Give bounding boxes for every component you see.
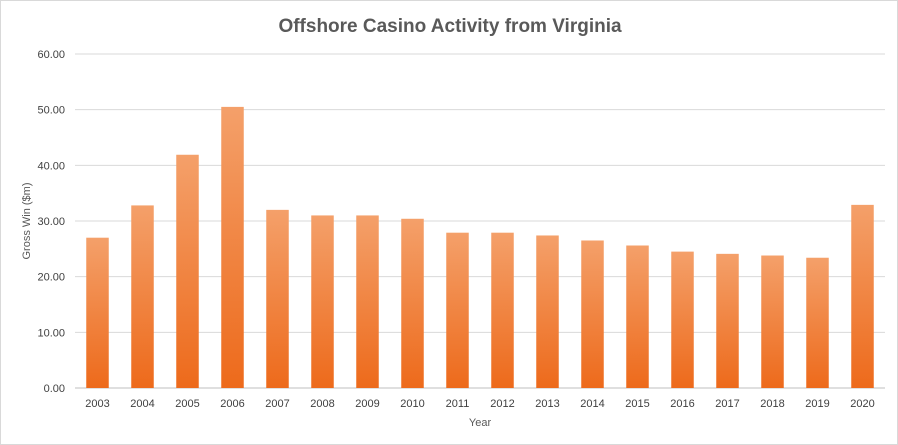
bars: [86, 106, 874, 388]
x-tick-label: 2020: [850, 398, 874, 410]
y-tick-label: 60.00: [37, 49, 65, 61]
x-tick-label: 2012: [490, 398, 514, 410]
y-tick-label: 40.00: [37, 160, 65, 172]
y-tick-label: 30.00: [37, 216, 65, 228]
bar-2003: [86, 237, 109, 388]
x-tick-label: 2016: [670, 398, 694, 410]
y-tick-label: 10.00: [37, 327, 65, 339]
bar-2007: [266, 209, 289, 388]
bar-2018: [761, 255, 784, 388]
x-tick-label: 2018: [760, 398, 784, 410]
bar-2004: [131, 205, 154, 388]
x-tick-label: 2007: [265, 398, 289, 410]
x-tick-label: 2006: [220, 398, 244, 410]
bar-2013: [536, 235, 559, 388]
chart-title: Offshore Casino Activity from Virginia: [278, 16, 622, 37]
x-tick-label: 2005: [175, 398, 199, 410]
bar-2020: [851, 204, 874, 388]
x-tick-label: 2003: [85, 398, 109, 410]
bar-2016: [671, 251, 694, 388]
bar-2008: [311, 215, 334, 388]
bar-2010: [401, 218, 424, 388]
y-axis-label: Gross Win ($m): [21, 183, 33, 260]
bar-2019: [806, 257, 829, 388]
gridlines: [75, 53, 885, 389]
y-tick-label: 0.00: [44, 383, 65, 395]
x-tick-label: 2017: [715, 398, 739, 410]
x-tick-label: 2010: [400, 398, 424, 410]
y-axis-ticks: 0.00 10.00 20.00 30.00 40.00 50.00 60.00: [37, 49, 65, 395]
bar-2009: [356, 215, 379, 388]
y-tick-label: 50.00: [37, 105, 65, 117]
x-tick-label: 2009: [355, 398, 379, 410]
bar-2014: [581, 240, 604, 388]
bar-2006: [221, 106, 244, 388]
x-tick-label: 2019: [805, 398, 829, 410]
bar-2017: [716, 253, 739, 388]
x-tick-label: 2013: [535, 398, 559, 410]
x-tick-label: 2011: [446, 398, 470, 410]
x-tick-label: 2014: [580, 398, 604, 410]
bar-2005: [176, 154, 199, 388]
bar-2012: [491, 232, 514, 388]
x-axis-label: Year: [469, 417, 492, 429]
bar-2011: [446, 232, 469, 388]
x-tick-label: 2015: [625, 398, 649, 410]
y-tick-label: 20.00: [37, 272, 65, 284]
x-tick-label: 2008: [310, 398, 334, 410]
x-tick-label: 2004: [130, 398, 154, 410]
bar-2015: [626, 245, 649, 388]
x-axis-ticks: 2003 2004 2005 2006 2007 2008 2009 2010 2011 2012…: [85, 398, 874, 410]
